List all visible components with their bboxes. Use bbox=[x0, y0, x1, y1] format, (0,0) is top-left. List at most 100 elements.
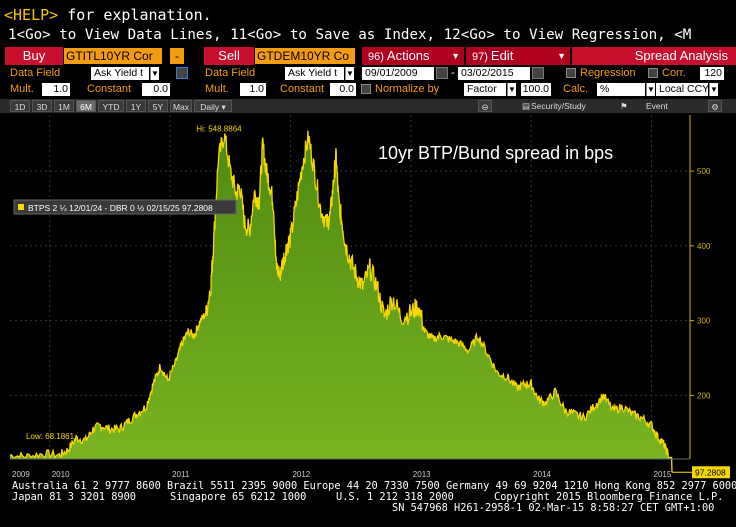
data-field-select-2[interactable]: Ask Yield t bbox=[285, 67, 344, 80]
security2-field[interactable]: GTDEM10YR Co bbox=[255, 48, 355, 64]
help-key[interactable]: <HELP> bbox=[4, 6, 59, 24]
caret-down-icon: ▼ bbox=[557, 51, 566, 61]
edit-menu-number: 97) bbox=[472, 51, 488, 63]
start-date-field[interactable]: 09/01/2009 bbox=[362, 67, 434, 80]
data-field-label-2: Data Field bbox=[205, 67, 256, 79]
data-field-select-1[interactable]: Ask Yield t bbox=[91, 67, 149, 80]
dropdown-arrow-icon[interactable]: ▼ bbox=[507, 83, 516, 96]
settings-gear-icon[interactable]: ⚙ bbox=[708, 100, 722, 112]
legend-box[interactable]: BTPS 2 ¼ 12/01/24 - DBR 0 ½ 02/15/25 97.… bbox=[13, 199, 237, 215]
mult-label-1: Mult. bbox=[10, 83, 34, 95]
regression-checkbox[interactable] bbox=[566, 68, 576, 78]
help-text: for explanation. bbox=[58, 6, 212, 24]
footer-session: SN 547968 H261-2958-1 02-Mar-15 8:58:27 … bbox=[392, 502, 715, 514]
footer-copyright: Copyright 2015 Bloomberg Finance L.P. bbox=[494, 491, 724, 503]
dropdown-arrow-icon[interactable]: ▼ bbox=[709, 83, 718, 96]
data-field-row: Data Field Ask Yield t ▼ Data Field Ask … bbox=[0, 65, 736, 81]
corr-label: Corr. bbox=[662, 67, 686, 79]
last-value-marker: 97.2808 bbox=[672, 466, 730, 479]
x-tick-label: 2012 bbox=[292, 470, 310, 479]
dropdown-arrow-icon[interactable]: ▼ bbox=[646, 83, 655, 96]
tab-1m[interactable]: 1M bbox=[54, 100, 74, 112]
tab-1y[interactable]: 1Y bbox=[126, 100, 146, 112]
spread-area bbox=[10, 130, 672, 473]
calendar-icon[interactable] bbox=[436, 67, 448, 79]
y-tick-label: 200 bbox=[697, 391, 711, 400]
currency-select[interactable]: Local CCY bbox=[656, 83, 708, 96]
zoom-out-icon[interactable]: ⊖ bbox=[478, 100, 492, 112]
tab-6m[interactable]: 6M bbox=[76, 100, 96, 112]
spread-chart[interactable]: 200 300 400 500 2009 2010 2011 2012 2013 2014 201… bbox=[0, 113, 736, 481]
action-toolbar: Buy GTITL10YR Cor - Sell GTDEM10YR Co 96… bbox=[0, 47, 736, 65]
data-field-label-1: Data Field bbox=[10, 67, 61, 79]
help-line: <HELP> for explanation. bbox=[4, 6, 212, 24]
flag-icon[interactable]: ⚑ bbox=[620, 101, 628, 111]
x-tick-label: 2013 bbox=[413, 470, 431, 479]
y-tick-label: 400 bbox=[697, 242, 711, 251]
x-tick-label: 2014 bbox=[533, 470, 551, 479]
calc-select[interactable]: % bbox=[597, 83, 645, 96]
normalize-checkbox[interactable] bbox=[361, 84, 371, 94]
date-separator: - bbox=[451, 67, 455, 79]
high-label: Hi: 548.8864 bbox=[196, 124, 242, 133]
calendar-icon[interactable] bbox=[532, 67, 544, 79]
swap-icon[interactable] bbox=[176, 67, 188, 79]
corr-window-field[interactable]: 120 bbox=[700, 67, 724, 80]
tab-ytd[interactable]: YTD bbox=[98, 100, 124, 112]
x-tick-label: 2015 bbox=[654, 470, 672, 479]
constant-label-1: Constant bbox=[87, 83, 132, 95]
constant-field-1[interactable]: 0.0 bbox=[142, 83, 170, 96]
tab-daily[interactable]: Daily ▾ bbox=[194, 100, 232, 112]
edit-menu[interactable]: 97) Edit ▼ bbox=[466, 47, 570, 65]
x-tick-label: 2011 bbox=[172, 470, 190, 479]
multiplier-row: Mult. 1.0 Constant 0.0 Mult. 1.0 Constan… bbox=[0, 81, 736, 97]
spread-analysis-title: Spread Analysis bbox=[572, 47, 736, 65]
end-date-field[interactable]: 03/02/2015 bbox=[458, 67, 530, 80]
last-value-label: 97.2808 bbox=[695, 467, 726, 477]
low-label: Low: 68.1861 bbox=[26, 432, 75, 441]
y-tick-label: 300 bbox=[697, 317, 711, 326]
tab-max[interactable]: Max bbox=[170, 100, 192, 112]
security1-field[interactable]: GTITL10YR Cor bbox=[64, 48, 162, 64]
caret-down-icon: ▼ bbox=[451, 51, 460, 61]
actions-menu[interactable]: 96) Actions ▼ bbox=[362, 47, 464, 65]
security-study-button[interactable]: Security/Study bbox=[531, 101, 586, 111]
tab-5y[interactable]: 5Y bbox=[148, 100, 168, 112]
sell-button[interactable]: Sell bbox=[204, 47, 254, 65]
chart-title: 10yr BTP/Bund spread in bps bbox=[378, 143, 613, 163]
actions-menu-number: 96) bbox=[368, 51, 384, 63]
normalize-select[interactable]: Factor bbox=[464, 83, 506, 96]
normalize-factor-field[interactable]: 100.0 bbox=[521, 83, 551, 96]
corr-checkbox[interactable] bbox=[648, 68, 658, 78]
footer-us: U.S. 1 212 318 2000 bbox=[336, 491, 454, 503]
actions-menu-label: Actions bbox=[386, 48, 430, 63]
period-tab-bar: 1D 3D 1M 6M YTD 1Y 5Y Max Daily ▾ ⊖ ▤ Security/S… bbox=[0, 99, 736, 113]
spread-line bbox=[9, 130, 673, 473]
minus-operator[interactable]: - bbox=[170, 48, 184, 64]
buy-button[interactable]: Buy bbox=[5, 47, 63, 65]
y-axis: 200 300 400 500 bbox=[689, 115, 711, 459]
edit-menu-label: Edit bbox=[490, 48, 514, 63]
calc-label: Calc. bbox=[563, 83, 589, 95]
footer-line-1: Australia 61 2 9777 8600 Brazil 5511 239… bbox=[12, 480, 736, 492]
footer-singapore: Singapore 65 6212 1000 bbox=[170, 491, 307, 503]
x-tick-label: 2009 bbox=[12, 470, 30, 479]
mult-field-1[interactable]: 1.0 bbox=[42, 83, 70, 96]
regression-label: Regression bbox=[580, 67, 636, 79]
tab-1d[interactable]: 1D bbox=[10, 100, 30, 112]
event-button[interactable]: Event bbox=[646, 101, 668, 111]
mult-field-2[interactable]: 1.0 bbox=[240, 83, 266, 96]
security-study-icon[interactable]: ▤ bbox=[522, 101, 531, 111]
constant-label-2: Constant bbox=[280, 83, 325, 95]
x-tick-label: 2010 bbox=[52, 470, 70, 479]
x-axis: 2009 2010 2011 2012 2013 2014 2015 bbox=[10, 458, 690, 479]
dropdown-arrow-icon[interactable]: ▼ bbox=[150, 67, 159, 80]
tab-3d[interactable]: 3D bbox=[32, 100, 52, 112]
footer-japan: Japan 81 3 3201 8900 bbox=[12, 491, 136, 503]
normalize-label: Normalize by bbox=[375, 83, 440, 95]
dropdown-arrow-icon[interactable]: ▼ bbox=[345, 67, 354, 80]
y-tick-label: 500 bbox=[697, 167, 711, 176]
go-commands-line: 1<Go> to View Data Lines, 11<Go> to Save… bbox=[8, 27, 692, 43]
mult-label-2: Mult. bbox=[205, 83, 229, 95]
constant-field-2[interactable]: 0.0 bbox=[330, 83, 356, 96]
